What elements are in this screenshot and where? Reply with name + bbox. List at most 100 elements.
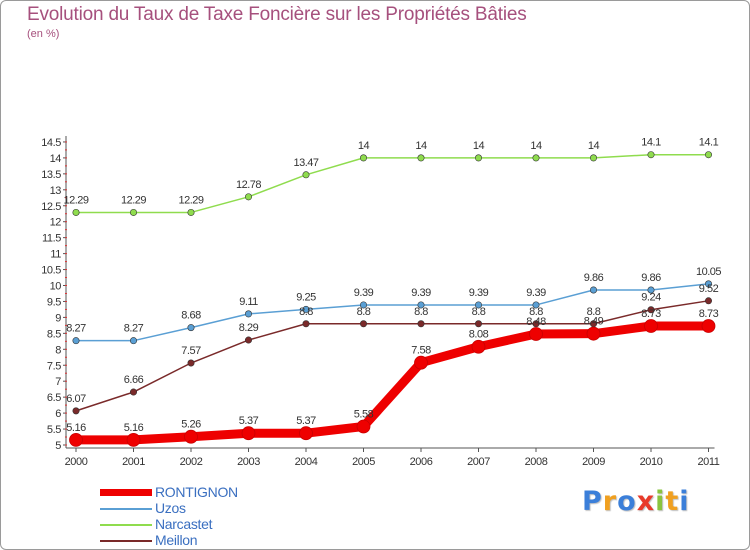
x-tick-label: 2002 [180,456,203,468]
data-point-uzos [589,286,597,294]
data-label-meillon: 8.8 [472,306,486,318]
x-tick-label: 2007 [467,456,490,468]
data-label-uzos: 10.05 [696,266,721,278]
data-point-uzos [417,301,425,309]
series-line-narcastet [75,153,710,214]
y-tick-label: 11 [50,249,61,261]
data-point-narcastet [647,151,655,159]
data-point-meillon [532,320,540,328]
logo-letter: i [655,486,666,517]
logo-letter: i [679,486,690,517]
x-tick-label: 2006 [410,456,433,468]
data-point-uzos [245,310,253,318]
x-tick-label: 2004 [295,456,318,468]
data-label-uzos: 9.39 [469,287,489,299]
data-point-meillon [72,407,80,415]
y-tick-label: 12 [50,217,62,229]
legend: RONTIGNON Uzos Narcastet Meillon [100,484,320,548]
data-label-rontignon: 5.26 [181,419,201,431]
legend-swatch-meillon [100,540,152,542]
data-point-narcastet [359,154,367,162]
data-point-rontignon [586,326,601,341]
y-tick-label: 6 [55,408,61,420]
plot-area: 55.566.577.588.599.51010.51111.51212.513… [41,135,722,468]
legend-swatch-narcastet [100,524,152,526]
logo-letter: o [617,486,637,517]
chart-title: Evolution du Taux de Taxe Foncière sur l… [27,4,527,25]
data-point-meillon [245,336,253,344]
data-label-rontignon: 7.58 [411,345,431,357]
data-label-meillon: 8.29 [239,322,259,334]
data-label-meillon: 8.8 [357,306,371,318]
data-label-uzos: 9.86 [584,272,604,284]
y-tick-label: 13.5 [41,169,61,181]
data-label-uzos: 9.11 [239,296,258,308]
chart-subtitle: (en %) [27,28,60,40]
data-point-rontignon [644,319,658,333]
legend-item-uzos: Uzos [100,500,320,516]
data-label-rontignon: 8.73 [699,308,719,320]
data-point-narcastet [417,154,425,162]
data-point-narcastet [245,193,253,201]
data-label-meillon: 8.8 [587,306,601,318]
data-label-narcastet: 12.29 [178,194,203,206]
data-label-rontignon: 8.08 [469,329,489,341]
data-label-narcastet: 14 [588,140,600,152]
y-tick-label: 8.5 [47,328,61,340]
data-label-meillon: 8.8 [414,306,428,318]
series-line-meillon [75,300,710,412]
legend-item-meillon: Meillon [100,532,320,548]
data-label-uzos: 9.39 [411,287,431,299]
data-point-uzos [130,337,138,345]
y-tick-label: 14 [50,153,62,165]
logo-letter: r [602,486,618,517]
data-label-rontignon: 5.16 [66,422,86,434]
x-tick-label: 2008 [525,456,548,468]
data-point-meillon [474,320,482,328]
data-label-rontignon: 8.48 [526,316,546,328]
data-point-meillon [359,320,367,328]
y-tick-label: 11.5 [42,233,61,245]
data-label-narcastet: 14 [473,140,485,152]
x-tick-label: 2011 [697,456,719,468]
legend-label-rontignon: RONTIGNON [155,484,238,500]
data-point-rontignon [299,426,313,441]
data-point-uzos [359,301,367,309]
data-label-narcastet: 13.47 [293,157,318,169]
data-point-narcastet [72,208,80,216]
data-point-narcastet [474,154,482,162]
y-tick-label: 9.5 [47,296,61,308]
series-line-rontignon [71,321,713,445]
data-point-narcastet [704,151,712,159]
data-label-narcastet: 14 [358,140,370,152]
data-label-narcastet: 12.29 [63,194,88,206]
data-point-meillon [302,320,310,328]
data-label-uzos: 9.25 [296,291,316,303]
data-label-narcastet: 12.29 [121,194,146,206]
data-label-meillon: 6.66 [124,374,144,386]
x-tick-label: 2009 [582,456,605,468]
data-point-meillon [417,320,425,328]
data-label-rontignon: 8.49 [584,316,604,328]
data-point-uzos [474,301,482,309]
data-label-rontignon: 8.73 [641,308,661,320]
y-tick-label: 5.5 [47,424,61,436]
data-point-narcastet [589,154,597,162]
data-point-rontignon [241,426,256,441]
data-label-meillon: 7.57 [181,345,201,357]
proxiti-logo: Proxiti [582,486,690,517]
data-label-rontignon: 5.37 [239,415,259,427]
data-point-uzos [302,305,310,313]
data-label-meillon: 8.8 [529,306,543,318]
data-point-meillon [647,306,655,314]
data-point-rontignon [126,432,141,447]
series-line-uzos [75,283,710,342]
y-tick-label: 8 [55,344,61,356]
y-tick-label: 7.5 [47,360,61,372]
data-label-narcastet: 14.1 [641,137,661,149]
data-point-rontignon [529,327,543,341]
y-tick-label: 10.5 [41,265,61,277]
data-label-meillon: 9.24 [641,292,661,304]
